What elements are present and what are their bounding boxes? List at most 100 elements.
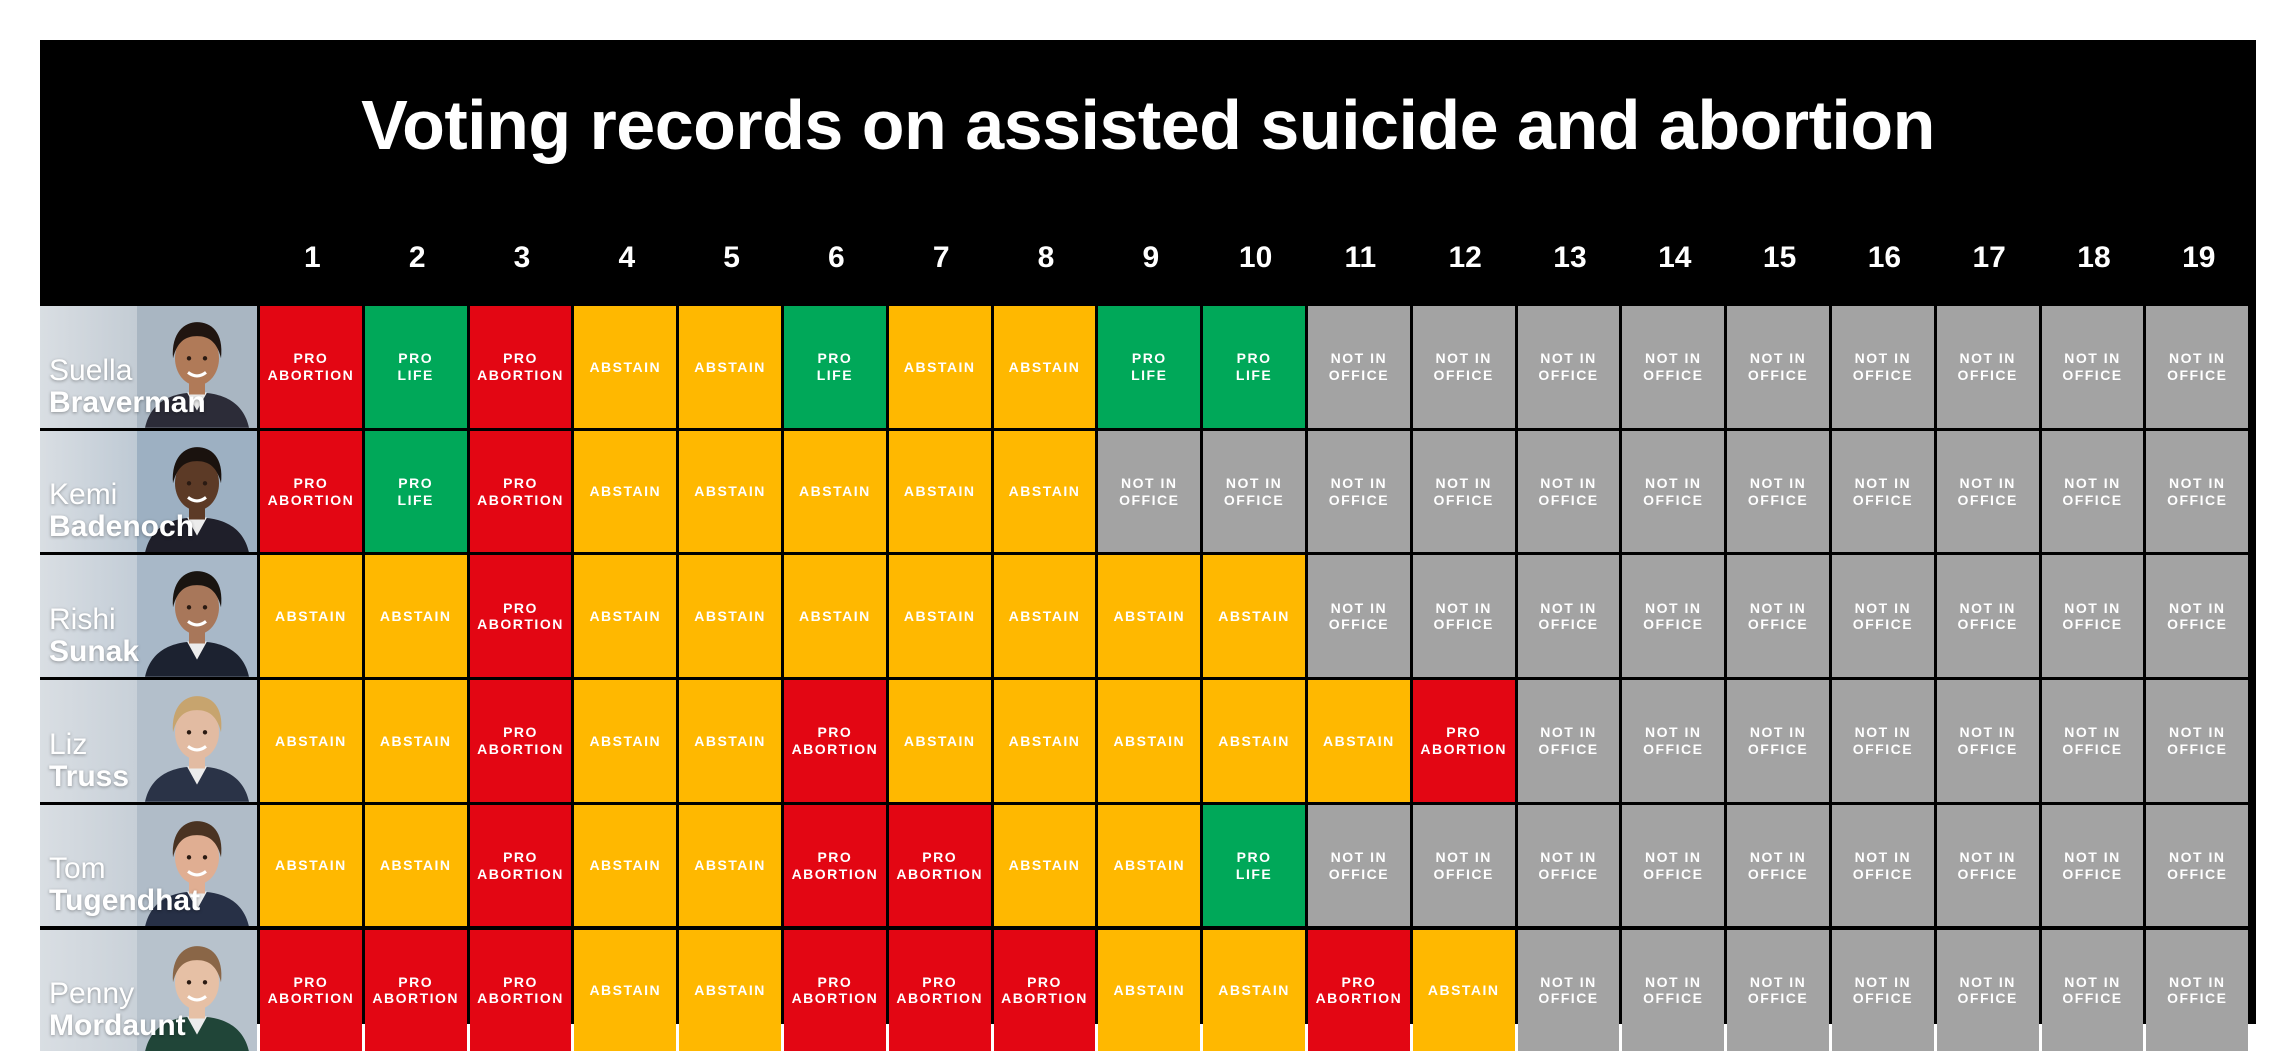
column-number: 19 <box>2182 241 2216 274</box>
vote-cell-not-in-office: NOT IN OFFICE <box>1308 804 1410 927</box>
last-name: Sunak <box>49 635 140 669</box>
last-name: Braverman <box>49 385 206 419</box>
vote-cell-pro-abortion: PRO ABORTION <box>1412 680 1515 802</box>
politician-name: Penny Mordaunt <box>49 979 186 1041</box>
vote-cell-abstain: ABSTAIN <box>1308 680 1410 802</box>
vote-cell-not-in-office: NOT IN OFFICE <box>1412 306 1515 428</box>
politician-label: Kemi Badenoch <box>40 430 257 553</box>
vote-cell-not-in-office: NOT IN OFFICE <box>1517 306 1620 428</box>
vote-cell-abstain: ABSTAIN <box>784 430 886 553</box>
politician-label: Penny Mordaunt <box>40 929 257 1052</box>
vote-cell-abstain: ABSTAIN <box>993 804 1096 927</box>
vote-cell-abstain: ABSTAIN <box>574 306 677 428</box>
last-name: Truss <box>49 759 130 793</box>
vote-cell-not-in-office: NOT IN OFFICE <box>1832 680 1934 802</box>
vote-cell-not-in-office: NOT IN OFFICE <box>1622 555 1725 678</box>
vote-cell-not-in-office: NOT IN OFFICE <box>2041 306 2144 428</box>
vote-cell-not-in-office: NOT IN OFFICE <box>1727 804 1829 927</box>
vote-cell-not-in-office: NOT IN OFFICE <box>1412 555 1515 678</box>
vote-cell-pro-abortion: PRO ABORTION <box>888 929 991 1052</box>
vote-cell-abstain: ABSTAIN <box>993 555 1096 678</box>
last-name: Mordaunt <box>49 1009 186 1043</box>
vote-cell-pro-abortion: PRO ABORTION <box>469 929 572 1052</box>
column-number: 15 <box>1762 241 1797 274</box>
vote-cell-pro-life: PRO LIFE <box>364 306 467 428</box>
politician-name: Suella Braverman <box>49 353 206 419</box>
column-number: 18 <box>2077 241 2111 274</box>
column-number: 1 <box>304 241 321 274</box>
vote-cell-pro-life: PRO LIFE <box>1098 306 1201 428</box>
column-number: 3 <box>513 241 531 274</box>
vote-cell-not-in-office: NOT IN OFFICE <box>2041 555 2144 678</box>
vote-cell-abstain: ABSTAIN <box>574 804 677 927</box>
vote-cell-not-in-office: NOT IN OFFICE <box>1517 555 1620 678</box>
vote-cell-abstain: ABSTAIN <box>574 555 677 678</box>
vote-cell-not-in-office: NOT IN OFFICE <box>1832 804 1934 927</box>
vote-cell-not-in-office: NOT IN OFFICE <box>1412 804 1515 927</box>
vote-cell-not-in-office: NOT IN OFFICE <box>1832 306 1934 428</box>
vote-cell-abstain: ABSTAIN <box>1098 555 1201 678</box>
vote-cell-pro-abortion: PRO ABORTION <box>469 555 572 678</box>
vote-cell-abstain: ABSTAIN <box>574 680 677 802</box>
vote-cell-not-in-office: NOT IN OFFICE <box>1517 680 1620 802</box>
vote-cell-not-in-office: NOT IN OFFICE <box>1936 430 2039 553</box>
vote-cell-pro-abortion: PRO ABORTION <box>260 929 362 1052</box>
vote-cell-abstain: ABSTAIN <box>888 306 991 428</box>
column-number: 13 <box>1553 241 1587 274</box>
vote-cell-pro-abortion: PRO ABORTION <box>784 680 886 802</box>
vote-cell-abstain: ABSTAIN <box>679 306 781 428</box>
column-number: 8 <box>1037 241 1055 274</box>
voting-records-chart: Voting records on assisted suicide and a… <box>40 40 2256 1052</box>
politician-name: Liz Truss <box>49 727 130 793</box>
vote-cell-abstain: ABSTAIN <box>364 680 467 802</box>
vote-cell-not-in-office: NOT IN OFFICE <box>1727 555 1829 678</box>
first-name: Tom <box>49 852 106 886</box>
vote-cell-not-in-office: NOT IN OFFICE <box>1622 430 1725 553</box>
vote-cell-abstain: ABSTAIN <box>1412 929 1515 1052</box>
portrait-photo <box>137 555 257 678</box>
vote-cell-not-in-office: NOT IN OFFICE <box>1517 804 1620 927</box>
vote-cell-not-in-office: NOT IN OFFICE <box>2146 804 2249 927</box>
vote-cell-abstain: ABSTAIN <box>679 555 781 678</box>
vote-cell-abstain: ABSTAIN <box>888 430 991 553</box>
vote-cell-abstain: ABSTAIN <box>993 306 1096 428</box>
column-number: 16 <box>1867 241 1902 274</box>
vote-cell-not-in-office: NOT IN OFFICE <box>1727 306 1829 428</box>
portrait-photo <box>137 306 257 428</box>
vote-cell-pro-abortion: PRO ABORTION <box>469 430 572 553</box>
vote-cell-abstain: ABSTAIN <box>993 680 1096 802</box>
first-name: Kemi <box>49 478 118 512</box>
column-number: 9 <box>1142 241 1160 274</box>
vote-cell-not-in-office: NOT IN OFFICE <box>2041 680 2144 802</box>
vote-cell-abstain: ABSTAIN <box>679 929 781 1052</box>
column-number: 2 <box>408 241 426 274</box>
vote-cell-pro-life: PRO LIFE <box>364 430 467 553</box>
politician-label: Liz Truss <box>40 680 257 802</box>
vote-cell-pro-abortion: PRO ABORTION <box>784 804 886 927</box>
first-name: Suella <box>49 353 133 387</box>
vote-cell-abstain: ABSTAIN <box>260 804 362 927</box>
vote-cell-abstain: ABSTAIN <box>1098 929 1201 1052</box>
vote-cell-pro-abortion: PRO ABORTION <box>784 929 886 1052</box>
vote-cell-abstain: ABSTAIN <box>1098 804 1201 927</box>
vote-cell-not-in-office: NOT IN OFFICE <box>1308 306 1410 428</box>
vote-cell-not-in-office: NOT IN OFFICE <box>1622 680 1725 802</box>
vote-cell-abstain: ABSTAIN <box>574 929 677 1052</box>
vote-cell-abstain: ABSTAIN <box>888 680 991 802</box>
vote-cell-not-in-office: NOT IN OFFICE <box>1098 430 1201 553</box>
vote-cell-abstain: ABSTAIN <box>1203 680 1305 802</box>
vote-cell-abstain: ABSTAIN <box>574 430 677 553</box>
vote-cell-abstain: ABSTAIN <box>784 555 886 678</box>
vote-cell-not-in-office: NOT IN OFFICE <box>2146 929 2249 1052</box>
vote-cell-not-in-office: NOT IN OFFICE <box>1936 555 2039 678</box>
vote-cell-abstain: ABSTAIN <box>1203 555 1305 678</box>
vote-cell-not-in-office: NOT IN OFFICE <box>1203 430 1305 553</box>
vote-cell-not-in-office: NOT IN OFFICE <box>1727 430 1829 553</box>
first-name: Liz <box>49 727 88 761</box>
last-name: Tugendhat <box>49 884 201 918</box>
column-number: 11 <box>1344 241 1377 274</box>
vote-cell-abstain: ABSTAIN <box>1203 929 1305 1052</box>
vote-cell-not-in-office: NOT IN OFFICE <box>1517 929 1620 1052</box>
vote-cell-pro-abortion: PRO ABORTION <box>1308 929 1410 1052</box>
column-number: 17 <box>1972 241 2006 274</box>
